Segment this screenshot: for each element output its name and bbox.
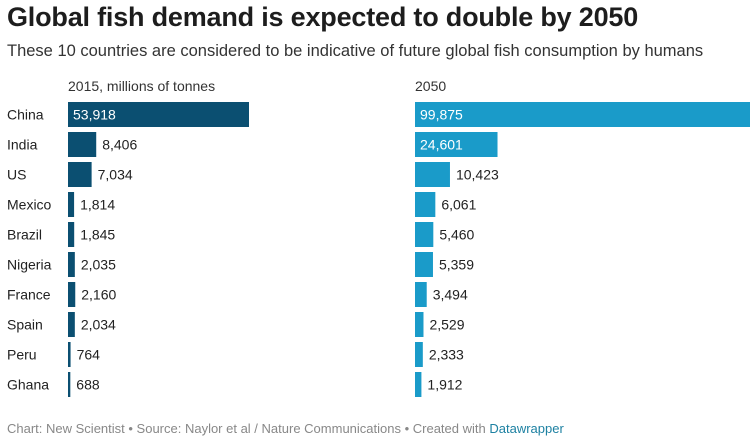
category-label-spain: Spain (7, 317, 43, 333)
bar-2015-peru (68, 342, 71, 367)
value-label-2050-brazil: 5,460 (439, 227, 474, 243)
value-label-2050-nigeria: 5,359 (439, 257, 474, 273)
bar-2050-peru (415, 342, 423, 367)
value-label-2050-france: 3,494 (433, 287, 468, 303)
bar-2015-spain (68, 312, 75, 337)
value-label-2015-peru: 764 (77, 347, 101, 363)
category-label-nigeria: Nigeria (7, 257, 52, 273)
chart-subtitle: These 10 countries are considered to be … (7, 42, 704, 60)
bar-chart: China India US Mexico Brazil Nigeria France Spa… (7, 102, 750, 397)
category-label-peru: Peru (7, 347, 37, 363)
footer-credits: Chart: New Scientist • Source: Naylor et… (7, 421, 486, 436)
category-label-mexico: Mexico (7, 197, 52, 213)
value-label-2050-peru: 2,333 (429, 347, 464, 363)
bar-2050-china (415, 102, 750, 127)
bar-2015-india (68, 132, 97, 157)
bar-2050-mexico (415, 192, 436, 217)
value-label-2015-spain: 2,034 (81, 317, 116, 333)
bar-2015-brazil (68, 222, 75, 247)
category-label-china: China (7, 107, 44, 123)
category-label-india: India (7, 137, 38, 153)
value-label-2015-france: 2,160 (81, 287, 116, 303)
panel-title-2050: 2050 (415, 78, 447, 94)
bar-2015-us (68, 162, 92, 187)
category-label-france: France (7, 287, 51, 303)
bar-2050-spain (415, 312, 424, 337)
value-label-2050-us: 10,423 (456, 167, 499, 183)
value-label-2015-china: 53,918 (73, 107, 116, 123)
bar-2050-us (415, 162, 450, 187)
value-label-2015-nigeria: 2,035 (81, 257, 116, 273)
datawrapper-link[interactable]: Datawrapper (489, 421, 564, 436)
bar-2050-nigeria (415, 252, 433, 277)
value-label-2015-mexico: 1,814 (80, 197, 115, 213)
bar-2015-ghana (68, 372, 71, 397)
value-label-2015-brazil: 1,845 (80, 227, 115, 243)
panel-title-2015: 2015, millions of tonnes (68, 78, 216, 94)
category-label-us: US (7, 167, 26, 183)
value-label-2015-india: 8,406 (102, 137, 137, 153)
value-label-2050-spain: 2,529 (429, 317, 464, 333)
bar-2015-nigeria (68, 252, 75, 277)
value-label-2015-ghana: 688 (76, 377, 100, 393)
category-label-brazil: Brazil (7, 227, 42, 243)
bar-2015-mexico (68, 192, 75, 217)
chart-footer: Chart: New Scientist • Source: Naylor et… (7, 421, 564, 436)
bar-2050-india (415, 132, 498, 157)
value-label-2050-china: 99,875 (420, 107, 463, 123)
chart-title: Global fish demand is expected to double… (7, 2, 639, 32)
value-label-2050-india: 24,601 (420, 137, 463, 153)
bar-2050-ghana (415, 372, 422, 397)
value-label-2015-us: 7,034 (98, 167, 133, 183)
value-label-2050-ghana: 1,912 (427, 377, 462, 393)
category-label-ghana: Ghana (7, 377, 49, 393)
bar-2050-brazil (415, 222, 434, 247)
bar-2015-france (68, 282, 76, 307)
bar-2015-china (68, 102, 249, 127)
bar-2050-france (415, 282, 427, 307)
value-label-2050-mexico: 6,061 (441, 197, 476, 213)
